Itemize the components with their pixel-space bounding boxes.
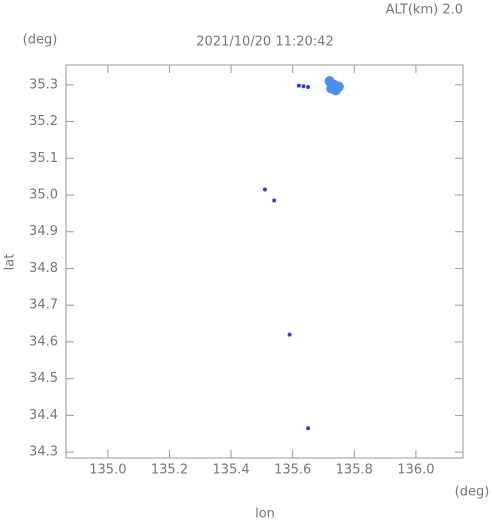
y-tick-label: 34.4 xyxy=(29,408,58,423)
echo-point xyxy=(301,84,306,89)
y-tick-label: 35.0 xyxy=(29,188,58,203)
echo-point xyxy=(306,426,311,431)
y-unit: (deg) xyxy=(23,33,58,48)
plot-frame xyxy=(65,64,464,459)
echo-point xyxy=(296,83,301,88)
x-tick-label: 135.6 xyxy=(274,463,311,478)
echo-point xyxy=(287,332,292,337)
x-axis-label: lon xyxy=(255,507,275,521)
x-tick-label: 135.0 xyxy=(89,463,126,478)
y-axis-label: lat xyxy=(3,254,18,271)
y-tick-label: 34.7 xyxy=(29,298,58,313)
y-tick-label: 34.3 xyxy=(29,445,58,460)
x-unit: (deg) xyxy=(455,485,490,500)
annotation: ALT(km) 2.0 xyxy=(386,3,463,18)
y-tick-label: 34.5 xyxy=(29,371,58,386)
y-tick-label: 34.9 xyxy=(29,224,58,239)
y-tick-label: 35.1 xyxy=(29,151,58,166)
x-tick-label: 135.4 xyxy=(212,463,249,478)
y-tick-label: 34.8 xyxy=(29,261,58,276)
echo-point xyxy=(272,198,277,203)
x-tick-label: 135.2 xyxy=(151,463,188,478)
y-tick-label: 35.3 xyxy=(29,77,58,92)
echo-point xyxy=(326,83,337,94)
echo-point xyxy=(262,187,267,192)
y-tick-label: 35.2 xyxy=(29,114,58,129)
x-tick-label: 136.0 xyxy=(397,463,434,478)
y-tick-label: 34.6 xyxy=(29,334,58,349)
echo-point xyxy=(306,85,311,90)
x-tick-label: 135.8 xyxy=(336,463,373,478)
chart-title: 2021/10/20 11:20:42 xyxy=(196,35,333,50)
